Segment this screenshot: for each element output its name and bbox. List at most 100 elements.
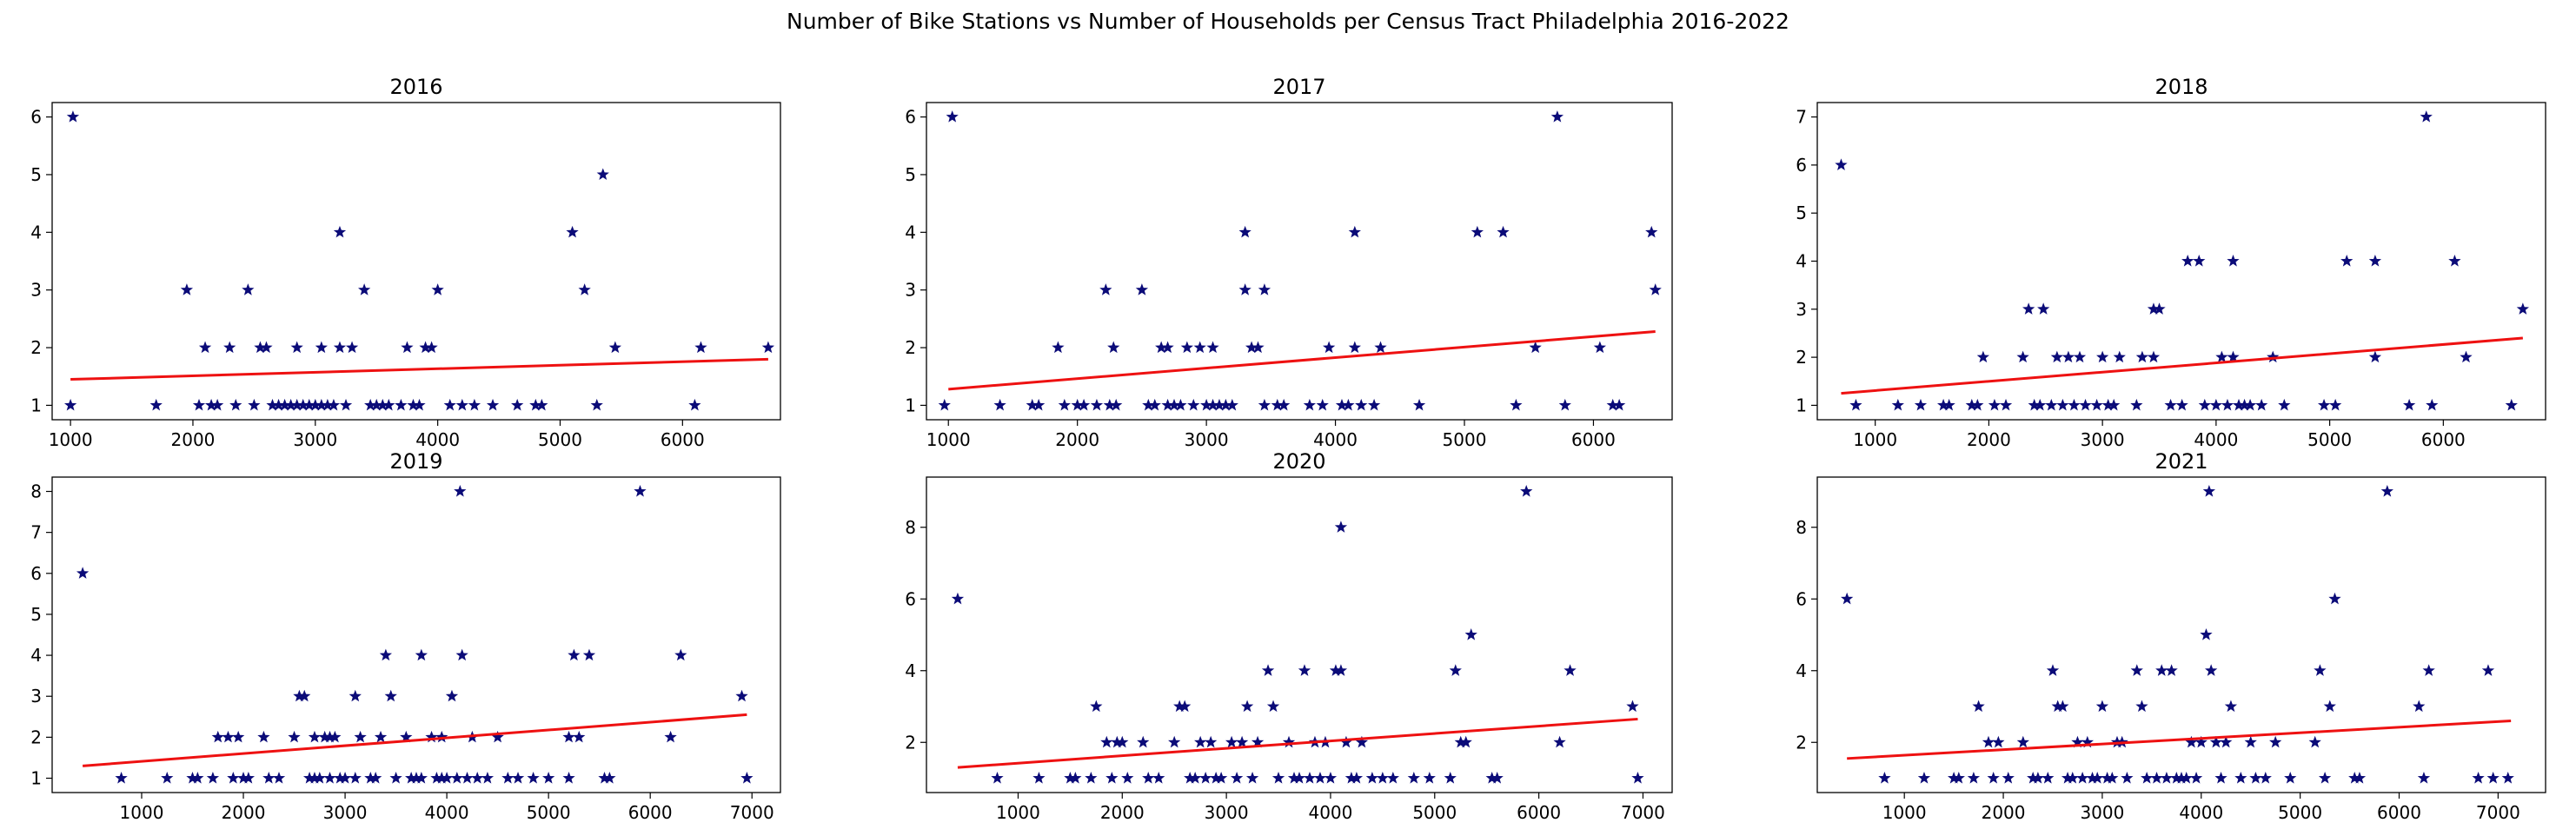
data-point [1947, 772, 1961, 784]
data-point [1251, 341, 1265, 354]
data-point [334, 772, 347, 784]
data-point [2215, 350, 2228, 363]
data-point [2135, 700, 2148, 713]
x-tick-label: 7000 [2476, 802, 2520, 823]
y-tick-label: 3 [30, 686, 42, 707]
data-point [1168, 735, 1181, 748]
data-point [2113, 350, 2126, 363]
data-point [1100, 735, 1113, 748]
data-point [2189, 772, 2203, 784]
data-point [1099, 283, 1112, 295]
data-point [951, 592, 965, 605]
data-point [562, 730, 575, 743]
data-point [1069, 772, 1082, 784]
data-point [191, 772, 204, 784]
axes-frame [51, 476, 781, 793]
data-point [1376, 772, 1389, 784]
data-point [242, 283, 255, 295]
data-point [272, 772, 286, 784]
trend-line [82, 713, 747, 767]
data-point [993, 398, 1006, 411]
data-point [1161, 398, 1174, 411]
data-point [302, 398, 315, 411]
data-point [407, 398, 420, 411]
data-point [313, 772, 326, 784]
y-tick-label: 2 [1796, 347, 1807, 368]
data-point [2061, 772, 2075, 784]
data-point [1077, 398, 1091, 411]
data-point [425, 341, 438, 354]
data-point [1350, 772, 1364, 784]
data-point [2221, 398, 2234, 411]
x-tick-label: 6000 [661, 429, 705, 450]
x-tick-label: 2000 [171, 429, 216, 450]
x-tick-label: 1000 [926, 429, 971, 450]
x-tick-label: 4000 [2179, 802, 2223, 823]
x-tick-label: 2000 [1055, 429, 1099, 450]
data-point [2165, 664, 2178, 676]
data-point [2317, 398, 2331, 411]
data-point [2194, 735, 2208, 748]
data-point [1282, 735, 1296, 748]
data-point [1174, 398, 1187, 411]
data-point [333, 341, 347, 354]
data-point [1342, 398, 1355, 411]
data-point [1471, 225, 1484, 238]
data-point [223, 341, 236, 354]
data-point [1206, 398, 1219, 411]
data-point [761, 341, 775, 354]
data-point [582, 648, 596, 661]
data-point [1278, 398, 1291, 411]
data-point [2417, 772, 2431, 784]
data-point [254, 341, 267, 354]
data-point [242, 772, 256, 784]
data-point [1334, 521, 1348, 533]
data-point [1271, 772, 1285, 784]
data-point [2185, 735, 2198, 748]
data-point [1942, 398, 1955, 411]
data-point [578, 283, 591, 295]
data-point [284, 398, 297, 411]
data-point [2073, 350, 2087, 363]
data-point [2106, 772, 2119, 784]
data-point [2193, 255, 2206, 267]
data-point [1103, 398, 1116, 411]
data-point [1064, 772, 1077, 784]
data-point [370, 398, 383, 411]
data-point [435, 730, 448, 743]
data-point [1167, 398, 1181, 411]
subplot-2016: 2016 1 2 3 4 5 6 1000 2000 3000 4000 5000 6000 [30, 75, 781, 450]
data-point [395, 398, 408, 411]
x-tick-label: 2000 [1982, 802, 2026, 823]
data-point [76, 567, 90, 579]
data-point [688, 398, 701, 411]
data-point [1444, 772, 1457, 784]
data-point [2056, 700, 2069, 713]
data-point [598, 772, 611, 784]
data-point [435, 772, 448, 784]
x-tick-label: 3000 [1185, 429, 1229, 450]
data-point [1206, 341, 1219, 354]
data-point [2227, 350, 2240, 363]
data-point [1148, 398, 1161, 411]
data-point [229, 398, 242, 411]
data-point [1238, 225, 1251, 238]
data-point [257, 730, 270, 743]
x-tick-label: 3000 [2081, 429, 2125, 450]
data-point [2209, 398, 2223, 411]
data-point [1303, 398, 1317, 411]
data-point [573, 730, 586, 743]
data-point [298, 689, 311, 702]
data-point [2068, 398, 2081, 411]
data-point [1386, 772, 1399, 784]
data-point [2426, 398, 2439, 411]
data-point [1298, 664, 1311, 676]
data-point [2153, 302, 2166, 315]
y-tick-label: 4 [905, 660, 916, 681]
data-point [608, 341, 621, 354]
data-point [1339, 735, 1353, 748]
y-tick-label: 6 [30, 563, 42, 584]
data-point [415, 772, 428, 784]
data-point [2328, 592, 2341, 605]
data-point [2472, 772, 2485, 784]
